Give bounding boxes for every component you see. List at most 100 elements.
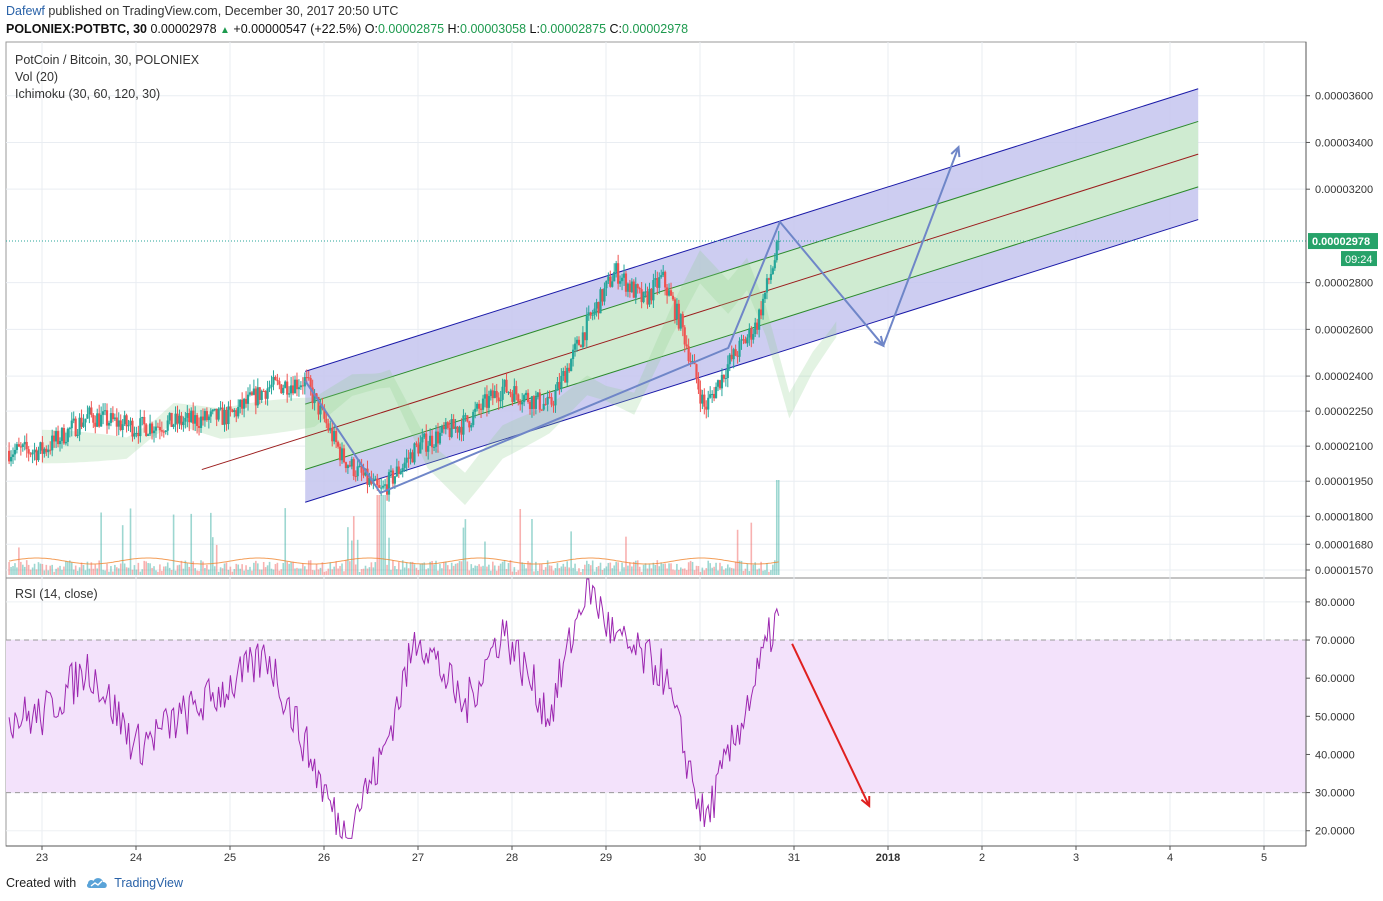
rsi-legend[interactable]: RSI (14, close) — [15, 587, 98, 601]
candle-body — [750, 328, 753, 340]
candle-body — [378, 485, 381, 488]
volume-bar — [333, 566, 335, 575]
candle-body — [640, 289, 643, 303]
tradingview-cloud-icon — [87, 878, 107, 888]
volume-bar — [394, 566, 396, 575]
volume-bar — [347, 527, 349, 575]
volume-bar — [178, 564, 181, 575]
candle-body — [754, 322, 757, 335]
candle-body — [442, 426, 445, 430]
volume-bar — [315, 564, 318, 575]
volume-bar — [204, 568, 206, 575]
candle-body — [380, 487, 383, 489]
volume-bar — [23, 566, 26, 575]
volume-bar — [415, 567, 418, 575]
volume-bar — [609, 562, 612, 575]
candle-body — [102, 411, 105, 415]
volume-bar — [33, 563, 36, 575]
volume-bar — [441, 568, 443, 575]
candle-body — [348, 465, 351, 467]
volume-bar — [131, 569, 134, 575]
volume-bar — [294, 568, 296, 575]
volume-bar — [25, 560, 28, 575]
volume-bar — [311, 570, 314, 575]
candle-body — [223, 409, 226, 425]
rsi-pane — [6, 578, 1306, 840]
volume-bar — [603, 568, 606, 575]
candle-body — [333, 430, 336, 442]
candle-body — [37, 450, 40, 461]
volume-bar — [493, 565, 496, 575]
candle-body — [638, 287, 641, 290]
chart-title[interactable]: PotCoin / Bitcoin, 30, POLONIEX — [15, 53, 200, 67]
candle-body — [548, 396, 551, 398]
volume-bar — [693, 570, 696, 575]
symbol-line: POLONIEX:POTBTC, 30 0.00002978 ▲ +0.0000… — [6, 22, 688, 36]
volume-bar — [578, 568, 580, 575]
volume-bar — [135, 569, 138, 575]
candle-body — [117, 420, 120, 427]
candle-body — [356, 466, 359, 477]
volume-bar — [752, 564, 755, 575]
candle-body — [291, 385, 295, 394]
candle-body — [689, 360, 692, 362]
candle-body — [272, 376, 275, 385]
channel-inner-upper-line — [305, 120, 1199, 405]
volume-bar — [182, 568, 185, 575]
candle-body — [154, 426, 158, 431]
volume-bar — [705, 568, 708, 575]
candle-body — [331, 427, 334, 442]
symbol-label[interactable]: POLONIEX:POTBTC, 30 — [6, 22, 147, 36]
tradingview-link[interactable]: TradingView — [114, 876, 183, 890]
volume-bar — [586, 560, 588, 575]
volume-bar — [253, 562, 255, 575]
candle-body — [107, 422, 111, 426]
volume-bar — [517, 570, 520, 575]
candle-body — [607, 276, 610, 281]
candle-body — [170, 412, 173, 427]
vol-legend[interactable]: Vol (20) — [15, 70, 59, 84]
candle-body — [55, 431, 58, 442]
candle-body — [282, 387, 285, 394]
volume-bar — [337, 568, 339, 575]
candle-body — [644, 291, 647, 293]
volume-bar — [611, 568, 614, 575]
candle-body — [609, 276, 612, 287]
candle-body — [266, 388, 269, 399]
volume-bar — [192, 561, 194, 575]
rsi-band — [6, 640, 1306, 793]
volume-bar — [80, 562, 83, 575]
volume-bar — [676, 563, 678, 575]
volume-bar — [18, 547, 20, 575]
candle-body — [593, 308, 596, 315]
candle-body — [699, 389, 702, 404]
candle-body — [337, 442, 340, 447]
volume-bar — [149, 563, 151, 575]
candle-body — [103, 410, 107, 412]
candle-body — [109, 413, 113, 423]
candle-body — [530, 396, 534, 410]
author-link[interactable]: Dafewf — [6, 4, 45, 18]
volume-bar — [335, 561, 337, 575]
volume-bar — [695, 565, 698, 575]
volume-bar — [580, 571, 582, 575]
ichimoku-legend[interactable]: Ichimoku (30, 60, 120, 30) — [15, 87, 161, 101]
volume-bar — [53, 571, 55, 575]
volume-bar — [719, 562, 721, 575]
candle-body — [587, 312, 590, 316]
candle-body — [703, 394, 706, 407]
rsi-tick-label: 20.0000 — [1315, 826, 1355, 838]
volume-bar — [562, 563, 565, 575]
volume-bar — [419, 563, 422, 575]
close-label: C: — [609, 22, 623, 36]
volume-bar — [537, 570, 539, 575]
volume-bar — [243, 570, 245, 575]
candle-body — [740, 339, 743, 341]
rsi-tick-label: 70.0000 — [1315, 635, 1355, 647]
volume-bar — [736, 529, 739, 575]
volume-bar — [460, 561, 463, 575]
volume-bar — [257, 563, 259, 575]
candle-body — [382, 485, 385, 488]
volume-bar — [564, 566, 567, 575]
